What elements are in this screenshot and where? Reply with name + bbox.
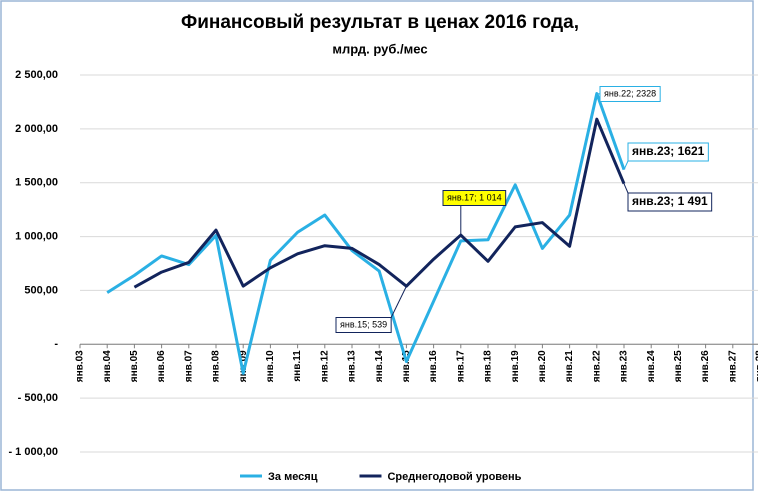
x-tick-label: янв.27 [727,350,738,382]
line-series [133,117,626,289]
x-tick-label: янв.11 [292,350,303,382]
leader-line [623,183,629,194]
x-tick-label: янв.23 [619,350,630,382]
x-tick-label: янв.12 [319,350,330,382]
x-tick-label: янв.07 [183,350,194,382]
x-tick-label: янв.20 [537,350,548,382]
data-label-box [627,142,709,162]
x-tick-label: янв.09 [238,350,249,382]
x-tick-label: янв.10 [265,350,276,382]
x-tick-label: янв.14 [374,350,385,382]
x-tick-label: янв.15 [401,350,412,382]
y-tick-label: 500,00 [24,284,58,296]
x-tick-label: янв.28 [755,350,758,382]
data-label: янв.22; 2328 [596,86,661,102]
x-tick-label: янв.17 [455,350,466,382]
x-tick-label: янв.19 [510,350,521,382]
data-label: янв.15; 539 [335,286,407,333]
y-tick-label: - 500,00 [18,392,58,404]
x-tick-label: янв.25 [673,350,684,382]
data-label-text: янв.22; 2328 [604,88,656,98]
legend-label: Среднегодовой уровень [387,471,521,483]
x-tick-label: янв.05 [129,350,140,382]
x-tick-label: янв.24 [646,350,657,382]
data-label-box [335,317,392,333]
x-tick-label: янв.18 [483,350,494,382]
data-label-text: янв.23; 1 491 [632,194,708,208]
data-label-text: янв.17; 1 014 [447,192,502,202]
x-tick-label: янв.03 [75,350,86,382]
y-tick-label: 2 500,00 [15,69,58,81]
x-tick-label: янв.16 [428,350,439,382]
y-tick-label: 1 500,00 [15,177,58,189]
data-label-box [627,192,713,212]
legend-label: За месяц [268,471,318,483]
y-tick-label: - [54,338,58,350]
x-tick-label: янв.13 [347,350,358,382]
x-tick-label: янв.04 [102,350,113,382]
data-label-text: янв.23; 1621 [632,144,705,158]
leader-line [390,286,407,318]
y-tick-label: 1 000,00 [15,230,58,242]
chart-subtitle: млрд. руб./мес [332,41,427,56]
x-tick-label: янв.22 [591,350,602,382]
x-tick-label: янв.06 [156,350,167,382]
data-label: янв.23; 1621 [623,142,709,170]
data-label: янв.23; 1 491 [623,183,713,212]
x-tick-label: янв.21 [564,350,575,382]
line-series [106,92,626,375]
data-label: янв.17; 1 014 [442,190,507,236]
x-tick-label: янв.08 [211,350,222,382]
y-tick-label: - 1 000,00 [8,446,58,458]
x-tick-label: янв.26 [700,350,711,382]
y-tick-label: 2 000,00 [15,123,58,135]
data-label-box [442,190,507,206]
leader-line [623,160,629,170]
data-label-text: янв.15; 539 [340,319,387,329]
chart-title: Финансовый результат в ценах 2016 года, [181,12,579,33]
